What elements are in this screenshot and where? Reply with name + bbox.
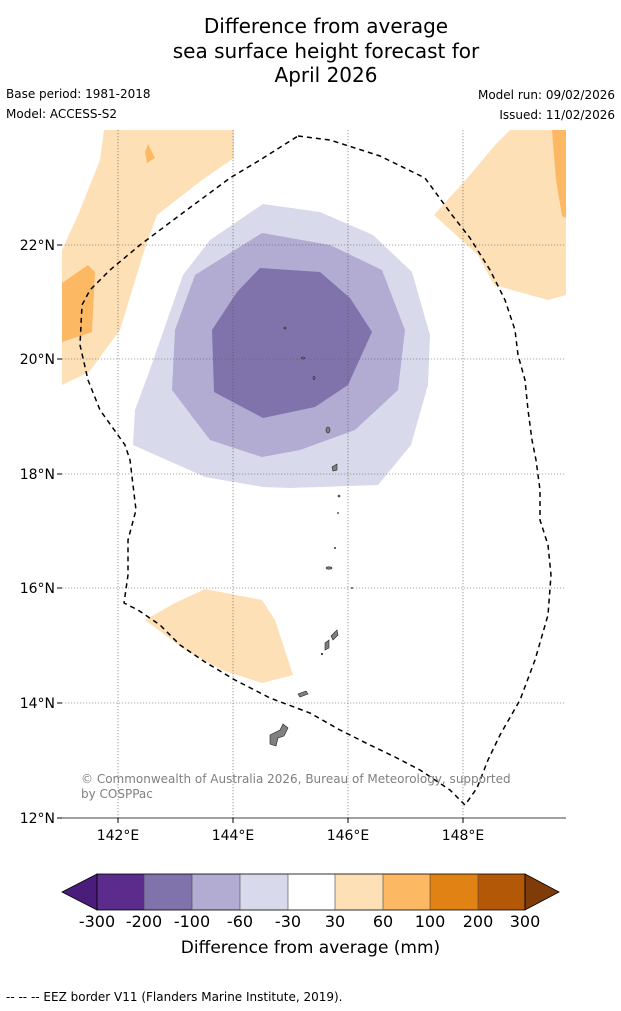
colorbar-outline bbox=[96, 873, 526, 911]
eez-legend-footer: -- -- -- EEZ border V11 (Flanders Marine… bbox=[6, 990, 343, 1004]
copyright-credit: © Commonwealth of Australia 2026, Bureau… bbox=[81, 772, 511, 801]
lat-label-20n: 20°N bbox=[20, 352, 55, 368]
colorbar-bin-7 bbox=[383, 874, 430, 910]
colorbar-tick-minus-200: -200 bbox=[126, 912, 162, 931]
colorbar-label: Difference from average (mm) bbox=[180, 938, 441, 958]
colorbar-bin-2 bbox=[144, 874, 192, 910]
colorbar-tick-300: 300 bbox=[510, 912, 541, 931]
positive-anomaly-small-spot bbox=[145, 144, 155, 163]
islands bbox=[269, 326, 353, 747]
chart-title: Difference from average sea surface heig… bbox=[0, 14, 621, 88]
positive-anomaly-south bbox=[145, 589, 293, 683]
colorbar-tick-60: 60 bbox=[373, 912, 393, 931]
title-line-2: sea surface height forecast for bbox=[172, 38, 480, 63]
gridlines bbox=[62, 130, 566, 818]
lon-label-146e: 146°E bbox=[327, 828, 370, 844]
colorbar-extend-low bbox=[61, 873, 98, 911]
map-area bbox=[62, 130, 566, 818]
positive-anomaly-northwest bbox=[62, 130, 234, 385]
base-period-text: Base period: 1981-2018 bbox=[6, 87, 151, 101]
lat-label-16n: 16°N bbox=[20, 581, 55, 597]
positive-anomaly-northeast-core bbox=[552, 130, 566, 218]
lat-label-22n: 22°N bbox=[20, 238, 55, 254]
colorbar-tick-minus-300: -300 bbox=[79, 912, 115, 931]
colorbar: -300 -200 -100 -60 -30 30 60 100 200 300 bbox=[61, 873, 560, 931]
lat-label-14n: 14°N bbox=[20, 696, 55, 712]
lon-ticks bbox=[117, 818, 464, 823]
eez-border bbox=[79, 135, 552, 807]
colorbar-tick-minus-60: -60 bbox=[227, 912, 253, 931]
positive-anomaly-northeast bbox=[434, 130, 566, 300]
lat-label-18n: 18°N bbox=[20, 467, 55, 483]
model-run-text: Model run: 09/02/2026 bbox=[477, 88, 615, 102]
colorbar-tick-minus-30: -30 bbox=[275, 912, 301, 931]
colorbar-tick-100: 100 bbox=[415, 912, 446, 931]
colorbar-tick-30: 30 bbox=[325, 912, 345, 931]
colorbar-bin-6 bbox=[335, 874, 383, 910]
colorbar-tick-200: 200 bbox=[463, 912, 494, 931]
colorbar-bin-8 bbox=[430, 874, 478, 910]
model-text: Model: ACCESS-S2 bbox=[6, 107, 118, 121]
title-line-1: Difference from average bbox=[203, 14, 449, 38]
lon-label-144e: 144°E bbox=[212, 828, 255, 844]
colorbar-extend-high bbox=[524, 873, 560, 911]
lon-label-142e: 142°E bbox=[97, 828, 140, 844]
colorbar-bin-3 bbox=[192, 874, 240, 910]
colorbar-bin-9 bbox=[478, 874, 525, 910]
lon-label-148e: 148°E bbox=[442, 828, 485, 844]
colorbar-tick-minus-100: -100 bbox=[174, 912, 210, 931]
issued-text: Issued: 11/02/2026 bbox=[499, 108, 615, 122]
positive-anomaly-northwest-core bbox=[62, 265, 95, 342]
negative-anomaly-dark bbox=[212, 268, 372, 418]
colorbar-bin-4 bbox=[240, 874, 288, 910]
lat-ticks bbox=[57, 244, 62, 819]
lat-label-12n: 12°N bbox=[20, 811, 55, 827]
colorbar-bin-5 bbox=[288, 874, 335, 910]
colorbar-bin-1 bbox=[97, 874, 144, 910]
title-line-3: April 2026 bbox=[274, 63, 378, 87]
